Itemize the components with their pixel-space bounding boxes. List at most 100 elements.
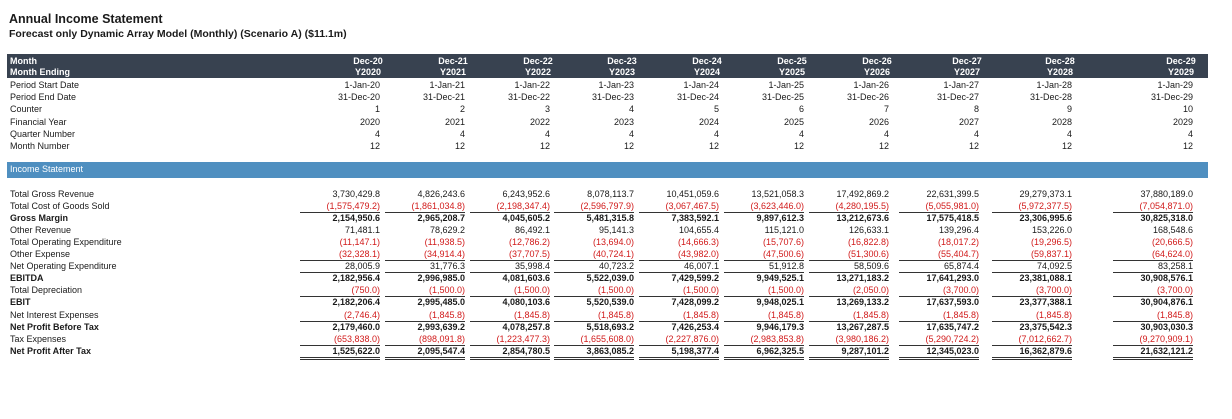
- value: 23,381,088.1: [1019, 273, 1072, 284]
- value-cell: 13,694.0: [554, 236, 634, 248]
- meta-cell: 1-Jan-21: [429, 80, 465, 90]
- row-label: Net Interest Expenses: [10, 309, 99, 320]
- value-cell: 1,500.0: [554, 284, 634, 298]
- value-cell: 71,481.1: [300, 224, 380, 236]
- negative-value: 3,623,446.0: [750, 201, 804, 211]
- meta-row: Period Start Date 1-Jan-20 1-Jan-21 1-Jan-2…: [7, 79, 1208, 91]
- income-row: Total Gross Revenue 3,730,429.8 4,826,243.…: [7, 188, 1208, 200]
- value-cell: 13,521,058.3: [724, 188, 804, 200]
- row-label: EBIT: [10, 297, 31, 308]
- value: 51,912.8: [768, 261, 804, 272]
- value-cell: 17,492,869.2: [809, 188, 889, 200]
- negative-value: 5,055,981.0: [925, 201, 979, 211]
- value: 78,629.2: [429, 225, 465, 236]
- negative-value: 11,938.5: [425, 237, 465, 247]
- meta-cell: 2025: [783, 117, 804, 127]
- value: 2,996,985.0: [417, 273, 465, 284]
- value-cell: 4,826,243.6: [385, 188, 465, 200]
- value-cell: 13,271,183.2: [809, 272, 889, 284]
- negative-value: 12,786.2: [509, 237, 550, 247]
- value-cell: 3,623,446.0: [724, 200, 804, 214]
- meta-cell: 12: [623, 141, 634, 151]
- value-cell: 12,345,023.0: [899, 345, 979, 360]
- income-row: Net Operating Expenditure 28,005.9 31,776.…: [7, 260, 1208, 274]
- meta-row: Month Number 12 12 12 12 12 12 12 12 12 12: [7, 140, 1208, 152]
- value: 13,271,183.2: [836, 273, 889, 284]
- value: 17,575,418.5: [926, 213, 979, 224]
- negative-value: 2,227,876.0: [665, 334, 719, 344]
- value: 30,904,876.1: [1140, 297, 1193, 308]
- value-cell: 2,983,853.8: [724, 333, 804, 346]
- value-cell: 4,045,605.2: [470, 212, 550, 224]
- meta-cell: 4: [883, 129, 889, 139]
- value: 2,179,460.0: [332, 321, 380, 332]
- report-title: Annual Income Statement: [9, 12, 163, 26]
- value: 1,525,622.0: [332, 345, 380, 356]
- value-cell: 21,632,121.2: [1113, 345, 1193, 360]
- value: 13,269,133.2: [836, 297, 889, 308]
- meta-cell: 1-Jan-24: [683, 80, 719, 90]
- value: 6,962,325.5: [756, 345, 804, 356]
- negative-value: 43,982.0: [678, 249, 719, 259]
- value: 21,632,121.2: [1140, 345, 1193, 356]
- meta-cell: 2: [459, 104, 465, 114]
- value-cell: 2,179,460.0: [300, 321, 380, 333]
- income-row: Tax Expenses 653,838.0 898,091.8 1,223,477.…: [7, 333, 1208, 346]
- meta-cell: 1: [374, 104, 380, 114]
- value-cell: 3,700.0: [992, 284, 1072, 298]
- value-cell: 9,287,101.2: [809, 345, 889, 360]
- value-cell: 3,067,467.5: [639, 200, 719, 214]
- value-cell: 15,707.6: [724, 236, 804, 248]
- value-cell: 19,296.5: [992, 236, 1072, 248]
- value-cell: 74,092.5: [992, 260, 1072, 274]
- value: 4,826,243.6: [417, 189, 465, 199]
- value: 153,226.0: [1031, 225, 1072, 236]
- value-cell: 23,375,542.3: [992, 321, 1072, 333]
- negative-value: 51,300.6: [848, 249, 889, 259]
- value-cell: 2,746.4: [300, 309, 380, 322]
- row-label: Counter: [10, 104, 43, 114]
- value-cell: 30,908,576.1: [1113, 272, 1193, 284]
- meta-cell: 31-Dec-24: [676, 92, 719, 102]
- value-cell: 9,897,612.3: [724, 212, 804, 224]
- header-year-cell: Y2026: [863, 67, 891, 77]
- value-cell: 17,641,293.0: [899, 272, 979, 284]
- meta-cell: 1-Jan-20: [344, 80, 380, 90]
- meta-cell: 4: [1066, 129, 1072, 139]
- value: 2,154,950.6: [332, 213, 380, 224]
- value: 7,429,599.2: [671, 273, 719, 284]
- value: 29,279,373.1: [1019, 189, 1072, 199]
- value: 17,492,869.2: [836, 189, 889, 199]
- value-cell: 59,837.1: [992, 248, 1072, 262]
- value-cell: 7,012,662.7: [992, 333, 1072, 346]
- negative-value: 2,050.0: [853, 285, 889, 295]
- value-cell: 83,258.1: [1113, 260, 1193, 274]
- value: 4,081,603.6: [502, 273, 550, 284]
- negative-value: 47,500.6: [763, 249, 804, 259]
- value-cell: 37,880,189.0: [1113, 188, 1193, 200]
- value-cell: 58,509.6: [809, 260, 889, 274]
- value-cell: 1,500.0: [385, 284, 465, 298]
- negative-value: 64,624.0: [1152, 249, 1193, 259]
- income-row: Total Depreciation 750.0 1,500.0 1,500.0 1,5…: [7, 284, 1208, 298]
- meta-cell: 2027: [958, 117, 979, 127]
- header-month-row: Month Dec-20 Dec-21 Dec-22 Dec-23 Dec-24 Dec-…: [7, 55, 1208, 67]
- value-cell: 17,575,418.5: [899, 212, 979, 224]
- row-label: Gross Margin: [10, 213, 69, 224]
- value-cell: 1,655,608.0: [554, 333, 634, 346]
- value-cell: 1,575,479.2: [300, 200, 380, 214]
- negative-value: 3,700.0: [943, 285, 979, 295]
- value: 2,095,547.4: [417, 345, 465, 356]
- meta-cell: 10: [1182, 104, 1193, 114]
- value: 37,880,189.0: [1140, 189, 1193, 199]
- meta-cell: 1-Jan-26: [853, 80, 889, 90]
- value: 23,306,995.6: [1019, 213, 1072, 224]
- header-month-cell: Dec-26: [862, 56, 892, 66]
- income-row: Gross Margin 2,154,950.6 2,965,208.7 4,045,…: [7, 212, 1208, 224]
- value: 16,362,879.6: [1019, 345, 1072, 356]
- value: 9,897,612.3: [756, 213, 804, 224]
- header-month-cell: Dec-25: [777, 56, 807, 66]
- value-cell: 1,861,034.8: [385, 200, 465, 214]
- value-cell: 4,080,103.6: [470, 296, 550, 308]
- negative-value: 653,838.0: [334, 334, 380, 344]
